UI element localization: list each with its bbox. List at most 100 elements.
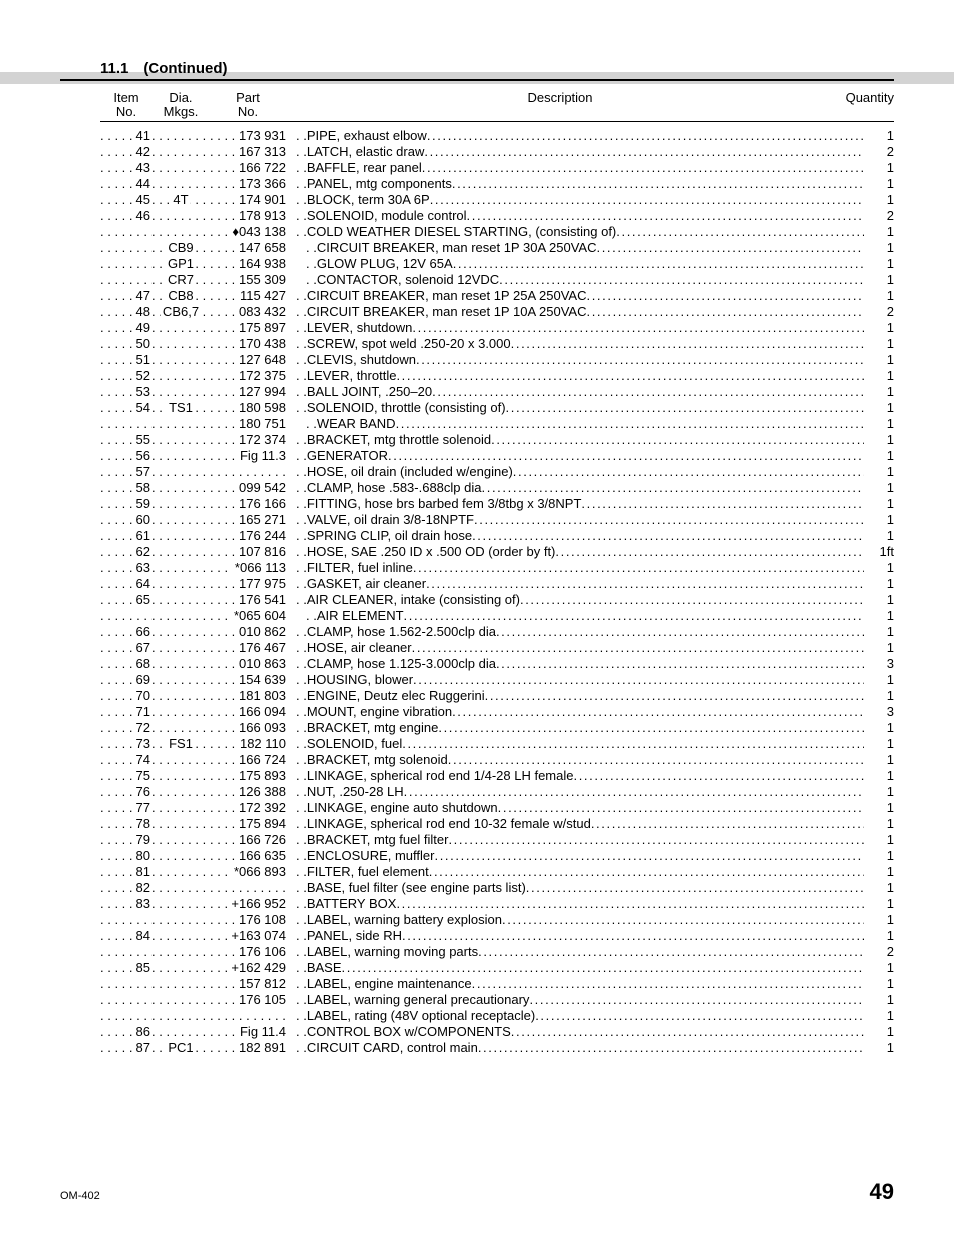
parts-row: . . . . . . . . . . 61 . . . . . . . . .… — [100, 528, 894, 544]
quantity: 1 — [864, 992, 894, 1008]
quantity: 1 — [864, 800, 894, 816]
parts-row: . . . . . . . . . . 49 . . . . . . . . .… — [100, 320, 894, 336]
item-no: 72 — [134, 720, 152, 736]
quantity: 1 — [864, 416, 894, 432]
quantity: 1 — [864, 496, 894, 512]
parts-row: . . . . . . . . . . 41 . . . . . . . . .… — [100, 128, 894, 144]
dia-mkgs: FS1 — [167, 736, 195, 752]
description: LINKAGE, engine auto shutdown — [307, 800, 498, 816]
footer-doc-id: OM-402 — [60, 1190, 100, 1202]
parts-row: . . . . . . . . . . 50 . . . . . . . . .… — [100, 336, 894, 352]
description: CIRCUIT BREAKER, man reset 1P 30A 250VAC — [317, 240, 597, 256]
quantity: 1 — [864, 288, 894, 304]
description: GLOW PLUG, 12V 65A — [317, 256, 453, 272]
part-no: 154 639 — [236, 672, 286, 687]
parts-row: . . . . . . . . . . 65 . . . . . . . . .… — [100, 592, 894, 608]
description: HOSE, SAE .250 ID x .500 OD (order by ft… — [307, 544, 556, 560]
parts-row: . . . . . . . . . . 57 . . . . . . . . .… — [100, 464, 894, 480]
description: AIR CLEANER, intake (consisting of) — [307, 592, 520, 608]
parts-row: . . . . . . . . . . 82 . . . . . . . . .… — [100, 880, 894, 896]
part-no: 166 726 — [236, 832, 286, 847]
quantity: 1 — [864, 928, 894, 944]
part-no: 180 751 — [236, 416, 286, 431]
description: NUT, .250-28 LH — [307, 784, 404, 800]
parts-row: . . . . . . . . . . 78 . . . . . . . . .… — [100, 816, 894, 832]
dia-mkgs: GP1 — [166, 256, 196, 272]
quantity: 1 — [864, 688, 894, 704]
quantity: 1 — [864, 464, 894, 480]
parts-row: . . . . . . . . . .. . . . . . . . . . .… — [100, 224, 894, 240]
parts-row: . . . . . . . . . . 73 . . . . . . . . .… — [100, 736, 894, 752]
part-no: +166 952 — [228, 896, 286, 911]
part-no: 175 897 — [236, 320, 286, 335]
item-no: 79 — [134, 832, 152, 848]
dia-mkgs: TS1 — [167, 400, 195, 416]
quantity: 1 — [864, 832, 894, 848]
description: BRACKET, mtg solenoid — [307, 752, 448, 768]
parts-row: . . . . . . . . . .. . . . . . . . . . .… — [100, 976, 894, 992]
item-no: 46 — [134, 208, 152, 224]
item-no: 71 — [134, 704, 152, 720]
description: GASKET, air cleaner — [307, 576, 426, 592]
quantity: 1 — [864, 384, 894, 400]
item-no: 45 — [134, 192, 152, 208]
part-no: 181 803 — [236, 688, 286, 703]
quantity: 1ft — [864, 544, 894, 560]
quantity: 1 — [864, 896, 894, 912]
part-no: 166 724 — [236, 752, 286, 767]
quantity: 1 — [864, 576, 894, 592]
description: LINKAGE, spherical rod end 10-32 female … — [307, 816, 591, 832]
quantity: 2 — [864, 304, 894, 320]
parts-row: . . . . . . . . . .. . . . . . . . . . .… — [100, 256, 894, 272]
part-no: 175 893 — [236, 768, 286, 783]
parts-row: . . . . . . . . . . 86 . . . . . . . . .… — [100, 1024, 894, 1040]
part-no: *065 604 — [231, 608, 286, 623]
item-no: 50 — [134, 336, 152, 352]
quantity: 1 — [864, 368, 894, 384]
part-no: 176 106 — [236, 944, 286, 959]
quantity: 1 — [864, 1040, 894, 1056]
quantity: 1 — [864, 768, 894, 784]
item-no: 55 — [134, 432, 152, 448]
quantity: 1 — [864, 448, 894, 464]
description: LEVER, shutdown — [307, 320, 413, 336]
part-no: 176 541 — [236, 592, 286, 607]
parts-row: . . . . . . . . . . 67 . . . . . . . . .… — [100, 640, 894, 656]
item-no: 69 — [134, 672, 152, 688]
description: BALL JOINT, .250–20 — [307, 384, 432, 400]
quantity: 1 — [864, 864, 894, 880]
item-no: 61 — [134, 528, 152, 544]
description: LATCH, elastic draw — [307, 144, 425, 160]
section-header: 11.1 (Continued) — [60, 60, 894, 81]
description: CLEVIS, shutdown — [307, 352, 416, 368]
parts-row: . . . . . . . . . . 54 . . . . . . . . .… — [100, 400, 894, 416]
description: LABEL, engine maintenance — [307, 976, 472, 992]
quantity: 1 — [864, 592, 894, 608]
parts-row: . . . . . . . . . . 48 . . . . . . . . .… — [100, 304, 894, 320]
parts-row: . . . . . . . . . . 55 . . . . . . . . .… — [100, 432, 894, 448]
parts-row: . . . . . . . . . . 81 . . . . . . . . .… — [100, 864, 894, 880]
quantity: 1 — [864, 1024, 894, 1040]
item-no: 42 — [134, 144, 152, 160]
page-footer: OM-402 49 — [60, 1179, 894, 1205]
part-no: 157 812 — [236, 976, 286, 991]
description: LINKAGE, spherical rod end 1/4-28 LH fem… — [307, 768, 574, 784]
part-no: 173 366 — [236, 176, 286, 191]
description: BRACKET, mtg fuel filter — [307, 832, 449, 848]
part-no: *066 113 — [232, 560, 286, 575]
description: SPRING CLIP, oil drain hose — [307, 528, 472, 544]
part-no: ♦043 138 — [229, 224, 286, 239]
part-no: 166 722 — [236, 160, 286, 175]
parts-list: . . . . . . . . . . 41 . . . . . . . . .… — [100, 128, 894, 1056]
quantity: 1 — [864, 640, 894, 656]
dia-mkgs: 4T — [171, 192, 190, 208]
dia-mkgs: CB8 — [166, 288, 195, 304]
quantity: 1 — [864, 608, 894, 624]
item-no: 64 — [134, 576, 152, 592]
item-no: 58 — [134, 480, 152, 496]
part-no: 165 271 — [236, 512, 286, 527]
description: SOLENOID, module control — [307, 208, 467, 224]
quantity: 2 — [864, 144, 894, 160]
parts-row: . . . . . . . . . . 84 . . . . . . . . .… — [100, 928, 894, 944]
parts-row: . . . . . . . . . .. . . . . . . . . . .… — [100, 944, 894, 960]
